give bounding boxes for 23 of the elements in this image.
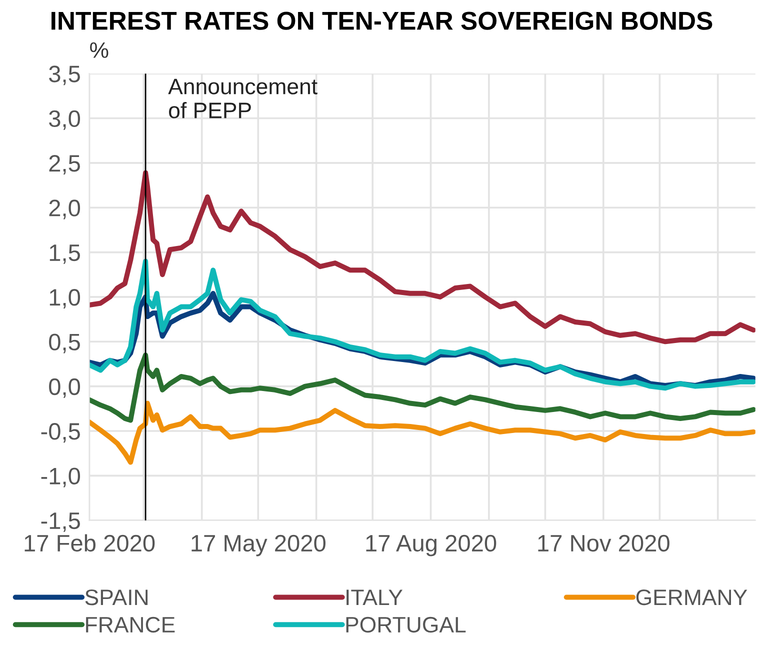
y-tick-label: -0,5 xyxy=(41,423,80,443)
legend-label: PORTUGAL xyxy=(346,616,466,633)
legend-label: FRANCE xyxy=(86,616,175,633)
ref-line-label: Announcement of PEPP xyxy=(168,78,318,118)
x-tick-label: 17 Aug 2020 xyxy=(366,534,496,556)
y-tick-label: 1,5 xyxy=(50,244,80,264)
y-axis-title: % xyxy=(90,42,108,58)
legend-label: SPAIN xyxy=(85,589,148,606)
y-tick-label: 2,0 xyxy=(49,200,80,220)
y-tick-label: 0,5 xyxy=(49,334,80,354)
x-tick-label: 17 Feb 2020 xyxy=(24,534,155,552)
y-tick-label: 1,0 xyxy=(50,289,80,309)
chart-title: INTEREST RATES ON TEN-YEAR SOVEREIGN BONDS xyxy=(52,12,712,30)
x-tick-label: 17 Nov 2020 xyxy=(538,534,670,552)
y-tick-label: 2,5 xyxy=(49,155,80,175)
y-tick-label: 3,0 xyxy=(49,110,80,130)
legend-label: ITALY xyxy=(346,590,403,606)
y-tick-label: -1,5 xyxy=(41,512,80,532)
y-tick-label: -1,0 xyxy=(41,468,80,488)
y-tick-label: 3,5 xyxy=(49,66,80,86)
y-tick-label: 0,0 xyxy=(49,378,80,398)
x-tick-label: 17 May 2020 xyxy=(192,534,326,556)
legend-label: GERMANY xyxy=(636,589,748,606)
